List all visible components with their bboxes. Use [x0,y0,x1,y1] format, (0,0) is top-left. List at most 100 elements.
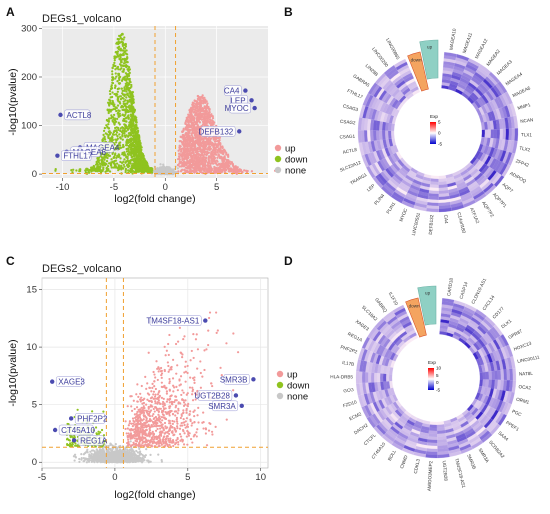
point-up [179,162,181,164]
x-axis-label-a: log2(fold change) [114,193,195,205]
point-none [136,457,138,459]
point-up [200,169,202,171]
point-none [122,450,124,452]
point-up [205,167,207,169]
point-down [130,133,132,135]
point-up [203,141,205,143]
point-up [204,123,206,125]
point-down [126,68,128,70]
point-none [131,461,133,463]
point-down [125,58,127,60]
point-up [217,171,219,173]
point-down [132,132,134,134]
y-axis-label-a: -log10(pvalue) [7,68,19,135]
point-down [109,93,111,95]
point-up [206,102,208,104]
point-down [116,126,118,128]
point-up [205,108,207,110]
point-up [196,100,198,102]
point-down [110,96,112,98]
panel-title-c: DEGs2_volcano [42,263,122,275]
point-up [198,112,200,114]
point-up [182,147,184,149]
point-up [181,141,183,143]
point-down [136,127,138,129]
point-down [127,94,129,96]
point-up [197,96,199,98]
point-down [128,88,130,90]
point-up [225,162,227,164]
point-none [115,443,117,445]
point-down [94,167,96,169]
point-down [145,168,147,170]
point-down [109,99,111,101]
point-down [130,84,132,86]
point-down [111,67,113,69]
point-down [113,157,115,159]
point-up [203,110,205,112]
point-down [103,161,105,163]
point-up [220,170,222,172]
point-none [74,459,76,461]
point-down [131,170,133,172]
point-down [146,163,148,165]
point-up [188,116,190,118]
point-down [120,95,122,97]
point-down [136,163,138,165]
point-down [129,162,131,164]
point-down [118,133,120,135]
point-up [216,159,218,161]
point-down [112,82,114,84]
point-none [177,167,179,169]
point-down [135,121,137,123]
point-down [106,160,108,162]
point-up [216,146,218,148]
point-up [180,170,182,172]
point-none [91,449,93,451]
point-down [139,166,141,168]
point-none [80,459,82,461]
point-down [132,120,134,122]
point-down [124,136,126,138]
point-down [109,139,111,141]
point-down [113,62,115,64]
point-none [83,457,85,459]
point-up [219,157,221,159]
point-none [96,448,98,450]
point-down [118,46,120,48]
point-up [192,137,194,139]
point-up [228,167,230,169]
gene-label: FTHL17 [63,152,92,161]
point-down [120,37,122,39]
point-down [131,124,133,126]
point-up [214,148,216,150]
volcano-panel-c: C DEGs2_volcano TM4SF18-AS1SMR3BUGT2B28S… [6,254,310,501]
point-up [197,140,199,142]
point-up [218,167,220,169]
point-down [131,118,133,120]
point-none [100,460,102,462]
y-tick-label: 300 [21,23,37,34]
point-down [122,144,124,146]
point-none [108,461,110,463]
point-down [98,166,100,168]
point-down [119,54,121,56]
point-up [185,158,187,160]
point-down [147,166,149,168]
point-down [98,168,100,170]
point-down [106,157,108,159]
point-down [124,94,126,96]
point-up [193,144,195,146]
point-up [222,163,224,165]
point-down [102,134,104,136]
point-up [224,158,226,160]
point-down [127,129,129,131]
point-up [180,145,182,147]
point-down [122,127,124,129]
point-up [204,113,206,115]
point-down [125,120,127,122]
point-none [175,171,177,173]
point-none [109,444,111,446]
point-down [125,144,127,146]
point-up [215,154,217,156]
